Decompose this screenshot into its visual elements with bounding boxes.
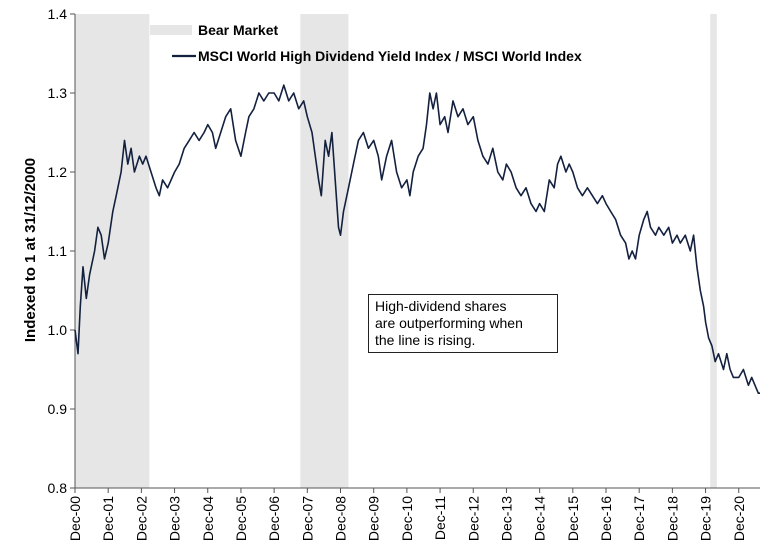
x-tick-label: Dec-03 — [167, 496, 183, 541]
annotation-box: High-dividend shares are outperforming w… — [368, 294, 558, 353]
x-tick-label: Dec-07 — [299, 496, 315, 541]
y-tick-label: 1.1 — [48, 243, 68, 259]
y-tick-label: 0.8 — [48, 480, 68, 496]
x-tick-label: Dec-20 — [731, 496, 747, 541]
bear-market-band — [300, 14, 349, 488]
y-axis-title: Indexed to 1 at 31/12/2000 — [22, 158, 39, 342]
bear-market-band — [710, 14, 717, 488]
x-tick-label: Dec-13 — [498, 496, 514, 541]
x-tick-label: Dec-06 — [266, 496, 282, 541]
x-tick-label: Dec-09 — [366, 496, 382, 541]
x-tick-label: Dec-12 — [465, 496, 481, 541]
x-tick-label: Dec-16 — [598, 496, 614, 541]
x-tick-label: Dec-08 — [333, 496, 349, 541]
legend: Bear Market MSCI World High Dividend Yie… — [150, 22, 582, 64]
y-tick-label: 1.0 — [48, 322, 68, 338]
annotation-line: the line is rising. — [375, 332, 476, 348]
x-tick-label: Dec-15 — [565, 496, 581, 541]
y-tick-label: 0.9 — [48, 401, 68, 417]
x-tick-label: Dec-02 — [133, 496, 149, 541]
x-tick-label: Dec-14 — [532, 496, 548, 541]
x-tick-label: Dec-17 — [631, 496, 647, 541]
x-tick-label: Dec-19 — [698, 496, 714, 541]
y-tick-label: 1.3 — [48, 85, 68, 101]
x-tick-label: Dec-05 — [233, 496, 249, 541]
bear-market-shading — [75, 14, 717, 488]
y-tick-label: 1.4 — [48, 6, 68, 22]
x-tick-labels: Dec-00 Dec-01 Dec-02 Dec-03 Dec-04 Dec-05 Dec-… — [67, 496, 747, 541]
bear-market-band — [75, 14, 150, 488]
y-tick-label: 1.2 — [48, 164, 68, 180]
legend-label-ratio-line: MSCI World High Dividend Yield Index / M… — [198, 48, 582, 64]
x-tick-label: Dec-11 — [432, 496, 448, 540]
x-tick-label: Dec-10 — [399, 496, 415, 541]
series-line-ratio — [74, 84, 760, 394]
x-tick-label: Dec-00 — [67, 496, 83, 541]
x-tick-label: Dec-18 — [664, 496, 680, 541]
axes — [70, 13, 760, 493]
annotation-line: High-dividend shares — [375, 298, 507, 314]
legend-swatch-bear-market — [150, 25, 192, 35]
y-tick-labels: 0.8 0.9 1.0 1.1 1.2 1.3 1.4 — [48, 6, 68, 496]
x-tick-label: Dec-04 — [200, 496, 216, 541]
x-tick-label: Dec-01 — [100, 496, 116, 541]
annotation-line: are outperforming when — [375, 315, 523, 331]
legend-label-bear-market: Bear Market — [198, 22, 278, 38]
